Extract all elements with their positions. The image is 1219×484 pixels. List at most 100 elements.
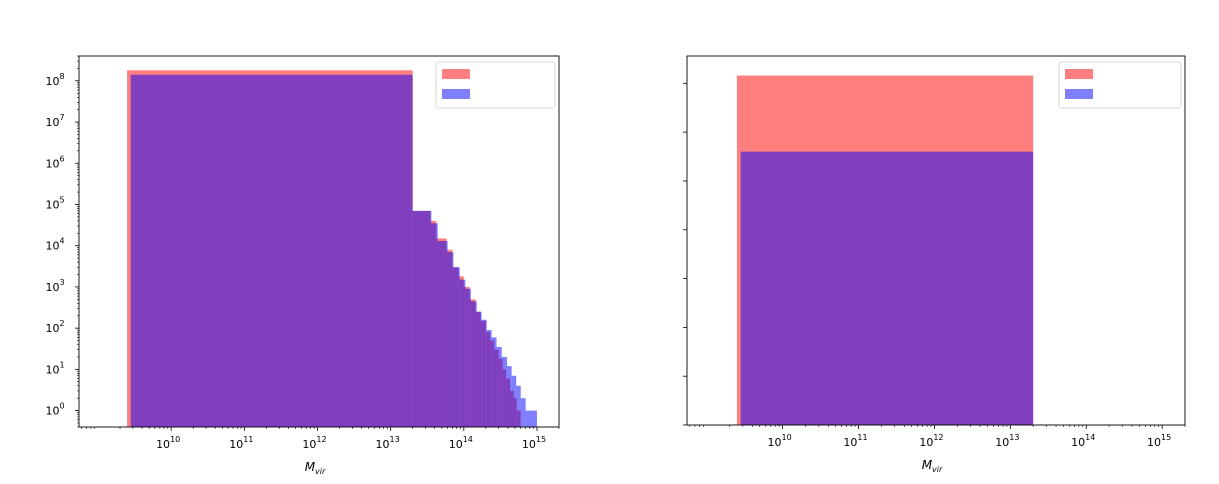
y-tick-exponent: 8	[59, 72, 64, 81]
y-tick-base: 10	[45, 116, 59, 129]
y-tick-base: 10	[45, 363, 59, 376]
y-tick-base: 10	[45, 198, 59, 211]
histogram-bar	[501, 356, 508, 427]
histogram-bar	[491, 337, 497, 427]
x-axis-label-subscript: vir	[932, 465, 943, 474]
x-tick-label: 1010	[156, 435, 180, 451]
x-tick-base: 10	[522, 438, 536, 451]
x-tick-base: 10	[843, 436, 857, 449]
x-tick-exponent: 12	[316, 435, 326, 444]
histogram-bar	[481, 319, 487, 427]
y-tick-exponent: 6	[59, 154, 64, 163]
y-tick-label: 105	[45, 195, 64, 211]
x-tick-base: 10	[1147, 436, 1161, 449]
y-tick-base: 10	[45, 322, 59, 335]
x-tick-label: 1011	[843, 433, 867, 449]
x-tick-label: 1015	[1147, 433, 1171, 449]
histogram-bar	[476, 311, 482, 427]
x-tick-base: 10	[229, 438, 243, 451]
y-tick-base: 10	[45, 157, 59, 170]
x-tick-base: 10	[1071, 436, 1085, 449]
histogram-bar	[525, 410, 537, 427]
x-tick-label: 1010	[768, 433, 792, 449]
legend	[435, 61, 556, 109]
histogram-bar	[507, 366, 512, 427]
x-tick-exponent: 11	[243, 435, 253, 444]
legend	[1058, 61, 1182, 109]
histogram-bar	[511, 375, 517, 427]
x-tick-label: 1015	[522, 435, 546, 451]
x-tick-label: 1011	[229, 435, 253, 451]
y-tick-label: 102	[45, 319, 64, 335]
y-tick-exponent: 5	[59, 195, 64, 204]
y-tick-base: 10	[45, 405, 59, 418]
x-tick-exponent: 15	[536, 435, 546, 444]
x-tick-base: 10	[302, 438, 316, 451]
y-tick-label: 103	[45, 278, 64, 294]
x-tick-label: 1014	[1071, 433, 1095, 449]
histogram-bar	[520, 398, 526, 427]
series-multidark-bars	[130, 74, 537, 427]
y-tick-label: 106	[45, 154, 64, 170]
x-tick-exponent: 14	[1085, 433, 1095, 442]
x-axis-label-main: M	[305, 460, 316, 474]
legend-swatch-multidark	[1065, 89, 1093, 99]
histogram-bar	[453, 267, 460, 427]
histogram-bar	[412, 210, 432, 427]
histogram-bar	[447, 252, 454, 427]
legend-swatch-multidark	[442, 89, 470, 99]
x-tick-label: 1013	[995, 433, 1019, 449]
x-tick-label: 1014	[449, 435, 473, 451]
series-multidark-bars	[740, 151, 1034, 425]
x-tick-exponent: 10	[782, 433, 792, 442]
histogram-bar	[740, 151, 1034, 425]
y-tick-base: 10	[45, 75, 59, 88]
y-tick-base: 10	[45, 281, 59, 294]
y-tick-label: 108	[45, 72, 64, 88]
x-tick-exponent: 14	[463, 435, 473, 444]
legend-frame	[1058, 61, 1182, 109]
x-tick-label: 1012	[919, 433, 943, 449]
x-tick-exponent: 10	[170, 435, 180, 444]
y-tick-base: 10	[45, 240, 59, 253]
y-tick-exponent: 1	[59, 360, 64, 369]
histogram-bar	[465, 288, 471, 427]
x-axis-label-main: M	[922, 458, 933, 472]
y-tick-exponent: 0	[59, 402, 64, 411]
x-tick-exponent: 13	[1009, 433, 1019, 442]
x-tick-base: 10	[919, 436, 933, 449]
axes-frame	[78, 55, 560, 428]
x-tick-exponent: 15	[1161, 433, 1171, 442]
x-tick-exponent: 12	[933, 433, 943, 442]
y-tick-label: 104	[45, 237, 64, 253]
histogram-bar	[516, 385, 521, 427]
histogram-bar	[486, 330, 492, 427]
histogram-bar	[496, 346, 502, 427]
y-tick-label: 100	[45, 402, 64, 418]
legend-swatch-unit	[1065, 69, 1093, 79]
legend-frame	[435, 61, 556, 109]
histogram-bar	[437, 241, 448, 427]
histogram-bar	[459, 279, 466, 427]
histogram-bar	[130, 74, 413, 427]
y-tick-exponent: 7	[59, 113, 64, 122]
x-tick-label: 1012	[302, 435, 326, 451]
x-axis-label: Mvir	[922, 458, 943, 474]
x-tick-exponent: 13	[390, 435, 400, 444]
x-axis-label: Mvir	[305, 460, 326, 476]
y-tick-label: 101	[45, 360, 64, 376]
x-tick-base: 10	[156, 438, 170, 451]
x-tick-label: 1013	[376, 435, 400, 451]
legend-swatch-unit	[442, 69, 470, 79]
y-tick-label: 107	[45, 113, 64, 129]
x-tick-base: 10	[376, 438, 390, 451]
x-tick-base: 10	[449, 438, 463, 451]
log-histogram-panel: 1010 1011 1012 1013 1014 10151001011021031041…	[45, 55, 560, 476]
x-tick-base: 10	[995, 436, 1009, 449]
x-tick-base: 10	[768, 436, 782, 449]
histogram-bar	[431, 223, 438, 427]
x-tick-exponent: 11	[857, 433, 867, 442]
